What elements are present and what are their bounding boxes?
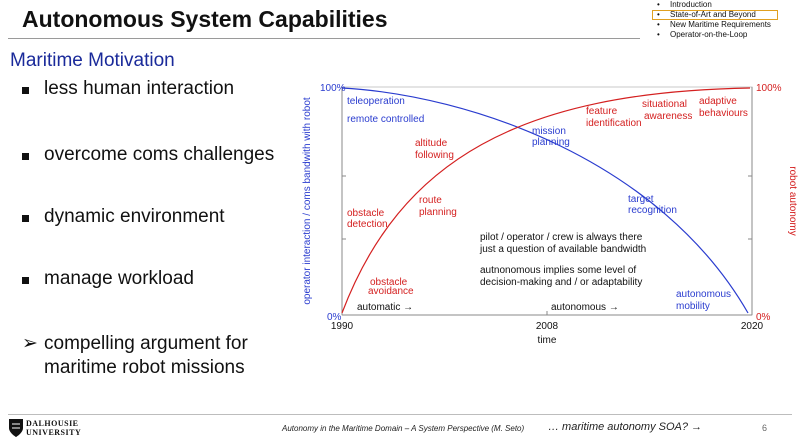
university-logo: DALHOUSIE UNIVERSITY (26, 419, 81, 437)
left-axis-title: operator interaction / coms bandwith wit… (302, 97, 313, 305)
slide-title: Autonomous System Capabilities (22, 6, 388, 32)
next-slide-link[interactable]: … maritime autonomy SOA? → (548, 421, 703, 433)
conclusion-line: compelling argument for (44, 333, 248, 354)
label-feature-identification-1: feature (586, 106, 618, 117)
label-altitude-following-2: following (415, 150, 454, 161)
footer-divider (8, 414, 792, 415)
robot-autonomy-curve (341, 87, 751, 314)
arrow-bullet-icon: ➢ (22, 333, 38, 354)
label-obstacle-detection-1: obstacle (347, 208, 385, 219)
nav-item-new-maritime-requirements[interactable]: New Maritime Requirements (652, 20, 800, 30)
label-situational-awareness-2: awareness (644, 111, 692, 122)
footer-title: Autonomy in the Maritime Domain – A Syst… (282, 424, 525, 433)
label-obstacle-detection-2: detection (347, 219, 388, 230)
label-situational-awareness-1: situational (642, 99, 687, 110)
page-number: 6 (762, 423, 768, 433)
square-bullet-icon (22, 78, 42, 100)
label-route-planning-1: route (419, 195, 442, 206)
label-target-recognition-1: target (628, 194, 654, 205)
square-bullet-icon (22, 144, 42, 166)
logo-line: UNIVERSITY (26, 428, 82, 437)
left-top-label: 100% (320, 83, 346, 94)
label-teleoperation: teleoperation (347, 96, 405, 107)
right-bottom-label: 0% (756, 312, 771, 323)
x-tick-label: 2020 (741, 321, 764, 332)
label-mission-planning-1: mission (532, 126, 566, 137)
note-autonomy-1: autnonomous implies some level of (480, 265, 636, 276)
logo-line: DALHOUSIE (26, 419, 79, 428)
label-altitude-following-1: altitude (415, 138, 448, 149)
note-bandwidth-2: just a question of available bandwidth (479, 244, 646, 255)
label-obstacle-avoidance-2: avoidance (368, 286, 414, 297)
nav-item-introduction[interactable]: Introduction (652, 0, 800, 10)
nav-item-state-of-art[interactable]: State-of-Art and Beyond (652, 10, 778, 20)
label-remote-controlled: remote controlled (347, 114, 424, 125)
section-nav: Introduction State-of-Art and Beyond New… (652, 0, 800, 40)
x-tick-label: 1990 (331, 321, 354, 332)
label-autonomous-mobility-1: autonomous (676, 289, 731, 300)
slide-subtitle: Maritime Motivation (10, 50, 175, 71)
operator-interaction-curve (341, 87, 749, 314)
label-target-recognition-2: recognition (628, 205, 677, 216)
note-bandwidth-1: pilot / operator / crew is always there (480, 232, 643, 243)
university-crest-icon (9, 419, 23, 437)
note-autonomy-2: decision-making and / or adaptability (480, 277, 642, 288)
x-tick-label: 2008 (536, 321, 559, 332)
left-bottom-label: 0% (327, 312, 342, 323)
conclusion-line: maritime robot missions (44, 357, 245, 378)
phase-automatic: automatic → (357, 302, 413, 313)
square-bullet-icon (22, 268, 42, 290)
label-adaptive-behaviours-2: behaviours (699, 108, 748, 119)
phase-autonomous: autonomous → (551, 302, 619, 313)
x-axis-label: time (538, 335, 557, 346)
label-feature-identification-2: identification (586, 118, 642, 129)
label-mission-planning-2: planning (532, 137, 570, 148)
right-top-label: 100% (756, 83, 782, 94)
title-divider (8, 38, 640, 39)
right-axis-title: robot autonomy (787, 166, 798, 236)
label-autonomous-mobility-2: mobility (676, 301, 710, 312)
label-route-planning-2: planning (419, 207, 457, 218)
square-bullet-icon (22, 206, 42, 228)
label-obstacle-avoidance-1: obstacle (370, 277, 408, 288)
nav-item-operator-on-the-loop[interactable]: Operator-on-the-Loop (652, 30, 800, 40)
label-adaptive-behaviours-1: adaptive (699, 96, 737, 107)
